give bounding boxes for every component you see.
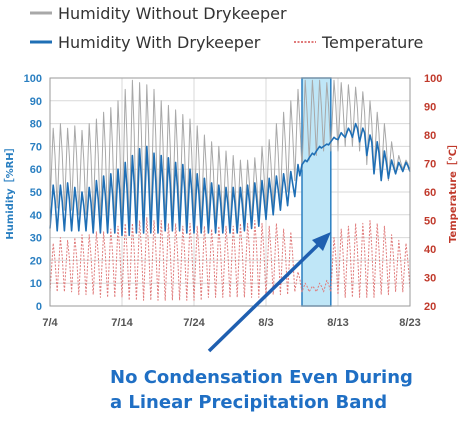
y-right-tick-label: 90 bbox=[424, 102, 436, 114]
highlight-band bbox=[301, 77, 332, 307]
annotation-arrow bbox=[207, 232, 331, 353]
y-right-tick-label: 80 bbox=[424, 130, 436, 142]
annotation-line-2: a Linear Precipitation Band bbox=[110, 392, 388, 413]
x-tick-label: 8/23 bbox=[399, 317, 420, 329]
legend-label-temperature: Temperature bbox=[321, 33, 423, 52]
legend: Humidity Without Drykeeper Humidity With… bbox=[30, 4, 423, 52]
x-tick-label: 8/3 bbox=[258, 317, 273, 329]
y-right-tick-label: 60 bbox=[424, 187, 436, 199]
legend-label-without: Humidity Without Drykeeper bbox=[58, 4, 287, 23]
series-without-drykeeper bbox=[49, 79, 411, 232]
y-left-tick-label: 70 bbox=[30, 141, 42, 153]
y-left-tick-label: 30 bbox=[30, 233, 42, 245]
y-right-tick-label: 70 bbox=[424, 159, 436, 171]
y-left-tick-label: 90 bbox=[30, 96, 42, 108]
y-right-tick-label: 30 bbox=[424, 273, 436, 285]
arrow-shaft bbox=[207, 241, 322, 353]
x-tick-label: 7/4 bbox=[42, 317, 58, 329]
highlight-band-layer bbox=[301, 77, 332, 307]
y-left-tick-label: 20 bbox=[30, 255, 42, 267]
y-left-tick-label: 40 bbox=[30, 210, 42, 222]
y-axis-title-right: Temperature［℃］ bbox=[446, 139, 459, 243]
arrow-head bbox=[312, 232, 331, 251]
y-left-tick-label: 60 bbox=[30, 164, 42, 176]
y-left-tick-label: 50 bbox=[30, 187, 42, 199]
tick-labels: 0 10 20 30 40 50 60 70 80 90 100 20 30 40 50 60 70 80 90 10… bbox=[24, 73, 443, 329]
x-tick-label: 7/14 bbox=[111, 317, 133, 329]
y-axis-title-left: Humidity［%RH］ bbox=[3, 142, 16, 239]
y-right-tick-label: 20 bbox=[424, 301, 436, 313]
y-right-tick-label: 100 bbox=[424, 73, 442, 85]
x-tick-label: 8/13 bbox=[327, 317, 348, 329]
y-right-tick-label: 50 bbox=[424, 216, 436, 228]
plot-frame bbox=[49, 77, 411, 307]
humidity-temperature-chart: Humidity Without Drykeeper Humidity With… bbox=[3, 4, 459, 353]
y-left-tick-label: 10 bbox=[30, 278, 42, 290]
y-left-tick-label: 80 bbox=[30, 119, 42, 131]
annotation-text: No Condensation Even During a Linear Pre… bbox=[110, 365, 450, 415]
series-with-drykeeper bbox=[49, 122, 411, 237]
annotation-line-1: No Condensation Even During bbox=[110, 367, 413, 388]
legend-label-with: Humidity With Drykeeper bbox=[58, 33, 261, 52]
series-layer bbox=[49, 79, 411, 301]
x-tick-label: 7/24 bbox=[183, 317, 205, 329]
series-temperature bbox=[49, 217, 411, 301]
y-right-tick-label: 40 bbox=[424, 244, 436, 256]
y-left-tick-label: 0 bbox=[36, 301, 42, 313]
y-left-tick-label: 100 bbox=[24, 73, 42, 85]
